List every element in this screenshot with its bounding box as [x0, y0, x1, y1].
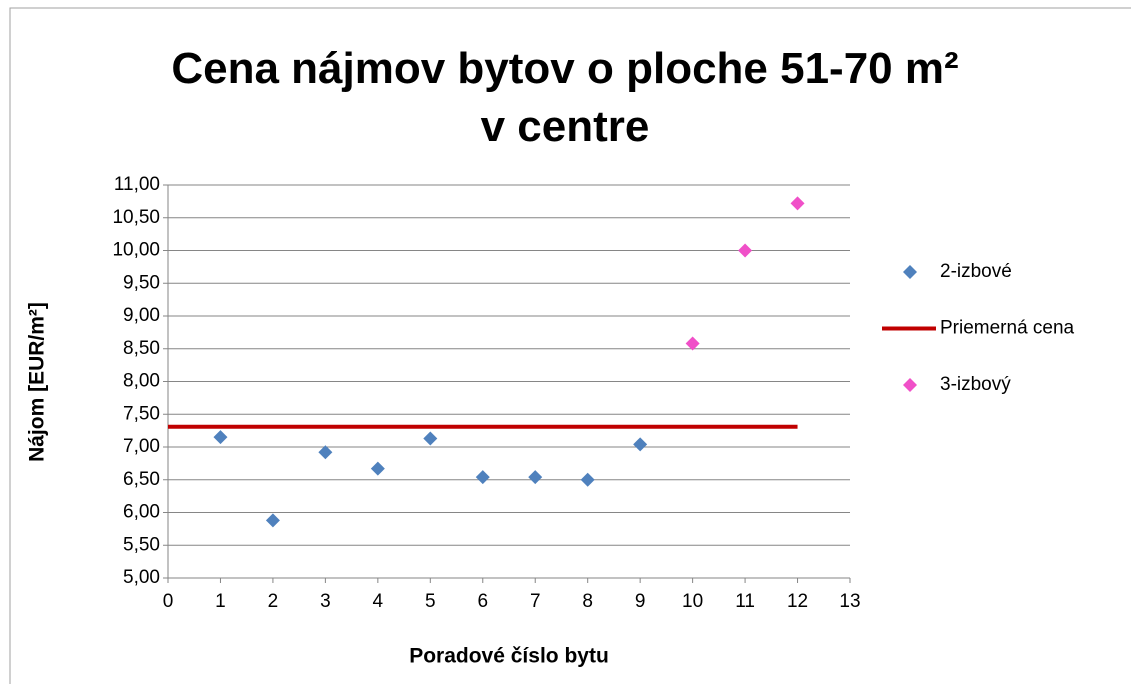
- data-point: [738, 243, 753, 258]
- data-point: [475, 470, 490, 485]
- x-tick-label: 4: [373, 591, 384, 612]
- y-tick-label: 5,50: [123, 534, 160, 555]
- x-tick-label: 6: [477, 591, 488, 612]
- data-point: [633, 437, 648, 452]
- data-point: [790, 196, 805, 211]
- x-tick-label: 7: [530, 591, 541, 612]
- x-tick-label: 12: [787, 591, 808, 612]
- legend-swatch: [903, 378, 917, 392]
- y-tick-label: 11,00: [114, 174, 160, 195]
- y-tick-label: 10,00: [112, 240, 160, 261]
- data-point: [265, 513, 280, 528]
- data-point: [318, 445, 333, 460]
- y-tick-label: 5,00: [123, 567, 160, 588]
- y-tick-label: 8,00: [123, 371, 160, 392]
- x-tick-label: 2: [268, 591, 279, 612]
- x-tick-label: 5: [425, 591, 436, 612]
- x-tick-label: 9: [635, 591, 646, 612]
- data-point: [423, 431, 438, 446]
- data-point: [213, 430, 228, 445]
- x-tick-label: 3: [320, 591, 331, 612]
- legend-label: 3-izbový: [940, 374, 1011, 395]
- data-point: [685, 336, 700, 351]
- data-point: [528, 470, 543, 485]
- x-tick-label: 8: [582, 591, 593, 612]
- y-tick-label: 6,50: [123, 469, 160, 490]
- y-tick-label: 8,50: [123, 338, 160, 359]
- legend-label: 2-izbové: [940, 261, 1012, 282]
- x-tick-label: 0: [163, 591, 174, 612]
- x-tick-label: 11: [735, 591, 755, 612]
- y-tick-label: 10,50: [112, 207, 160, 228]
- y-tick-label: 7,50: [123, 403, 160, 424]
- x-tick-label: 13: [839, 591, 860, 612]
- y-tick-label: 9,00: [123, 305, 160, 326]
- x-tick-label: 1: [215, 591, 226, 612]
- data-point: [370, 461, 385, 476]
- chart-title: Cena nájmov bytov o ploche 51-70 m² v ce…: [171, 44, 959, 151]
- y-tick-label: 7,00: [123, 436, 160, 457]
- x-axis-label: Poradové číslo bytu: [409, 645, 609, 668]
- y-tick-label: 9,50: [123, 272, 160, 293]
- y-axis-label: Nájom [EUR/m²]: [26, 302, 49, 462]
- legend-swatch: [903, 265, 917, 279]
- x-tick-label: 10: [682, 591, 703, 612]
- chart-border: [9, 7, 1131, 684]
- data-point: [580, 472, 595, 487]
- legend-label: Priemerná cena: [940, 318, 1075, 339]
- y-tick-label: 6,00: [123, 502, 160, 523]
